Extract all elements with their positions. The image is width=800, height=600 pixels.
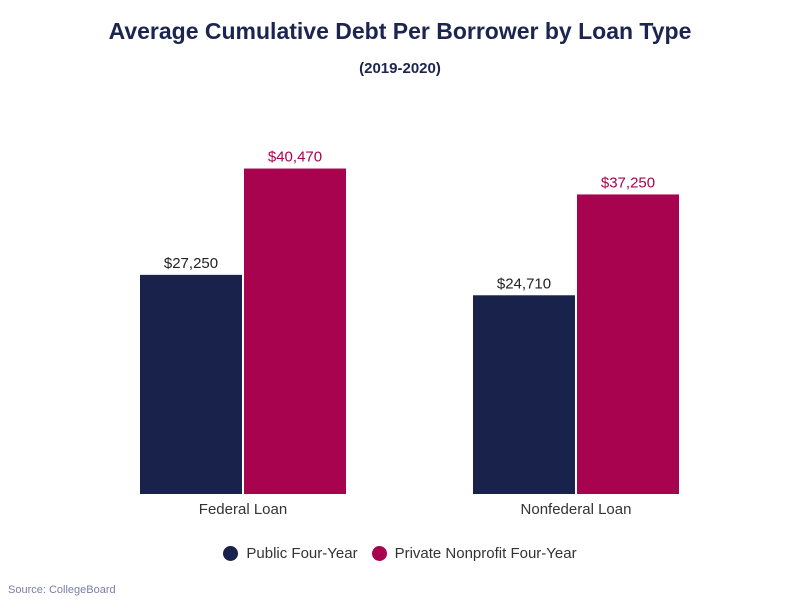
x-tick-label-federal: Federal Loan: [199, 501, 287, 518]
data-label-private-federal: $40,470: [268, 149, 322, 166]
bar-public-federal: [140, 274, 242, 494]
source-note: Source: CollegeBoard: [8, 584, 116, 596]
chart-legend: Public Four-Year Private Nonprofit Four-…: [0, 545, 800, 562]
legend-item-public: Public Four-Year: [223, 545, 358, 562]
legend-swatch-private: [371, 546, 387, 561]
x-tick-label-nonfederal: Nonfederal Loan: [521, 501, 632, 518]
bar-private-nonfederal: [577, 194, 679, 494]
legend-swatch-public: [223, 546, 239, 561]
legend-item-private: Private Nonprofit Four-Year: [371, 545, 577, 562]
chart-subtitle: (2019-2020): [359, 60, 441, 77]
bar-public-nonfederal: [473, 295, 575, 494]
legend-label-private: Private Nonprofit Four-Year: [394, 545, 577, 562]
chart-title: Average Cumulative Debt Per Borrower by …: [108, 18, 692, 44]
legend-label-public: Public Four-Year: [246, 545, 358, 562]
data-label-public-federal: $27,250: [164, 255, 218, 272]
data-label-public-nonfederal: $24,710: [497, 275, 551, 292]
data-label-private-nonfederal: $37,250: [601, 174, 655, 191]
bar-private-federal: [244, 168, 346, 494]
